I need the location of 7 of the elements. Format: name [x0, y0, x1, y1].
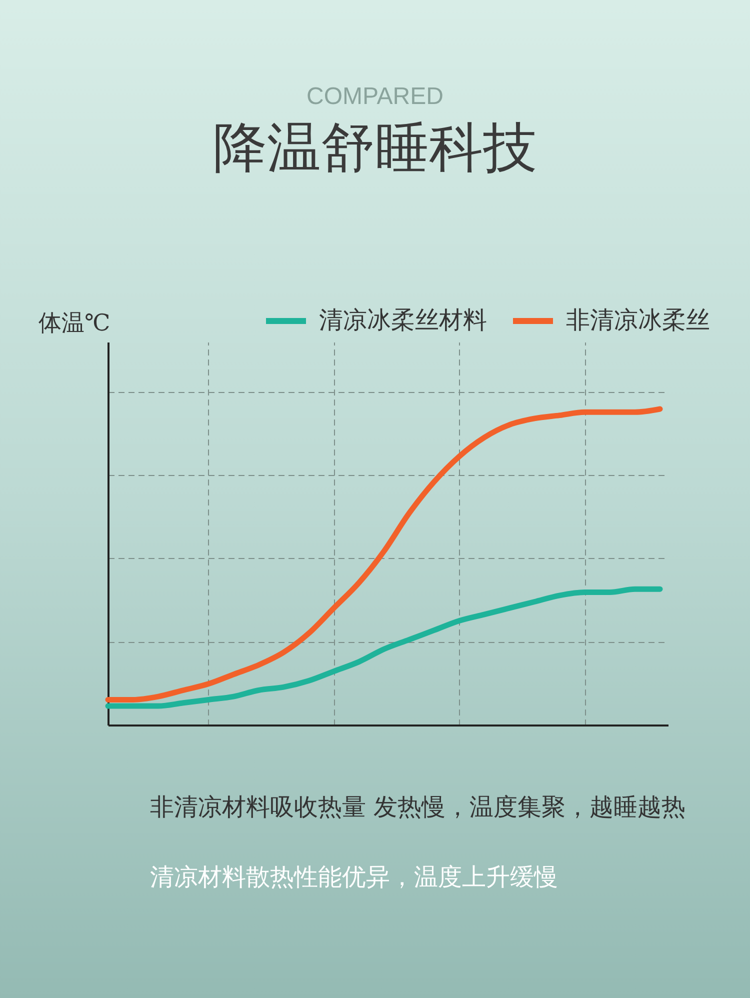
y-axis-title: 体温℃	[38, 310, 110, 336]
text: 清凉材料散热性能优异，温度上升缓慢	[150, 863, 558, 891]
chart-subtitle: COMPARED	[306, 83, 444, 110]
text: 非清凉材料吸收热量 发热慢，温度集聚，越睡越热	[150, 793, 686, 821]
legend-label: 清凉冰柔丝材料	[319, 306, 487, 334]
chart-title: 降温舒睡科技	[213, 116, 537, 179]
legend-label: 非清凉冰柔丝	[566, 306, 710, 334]
